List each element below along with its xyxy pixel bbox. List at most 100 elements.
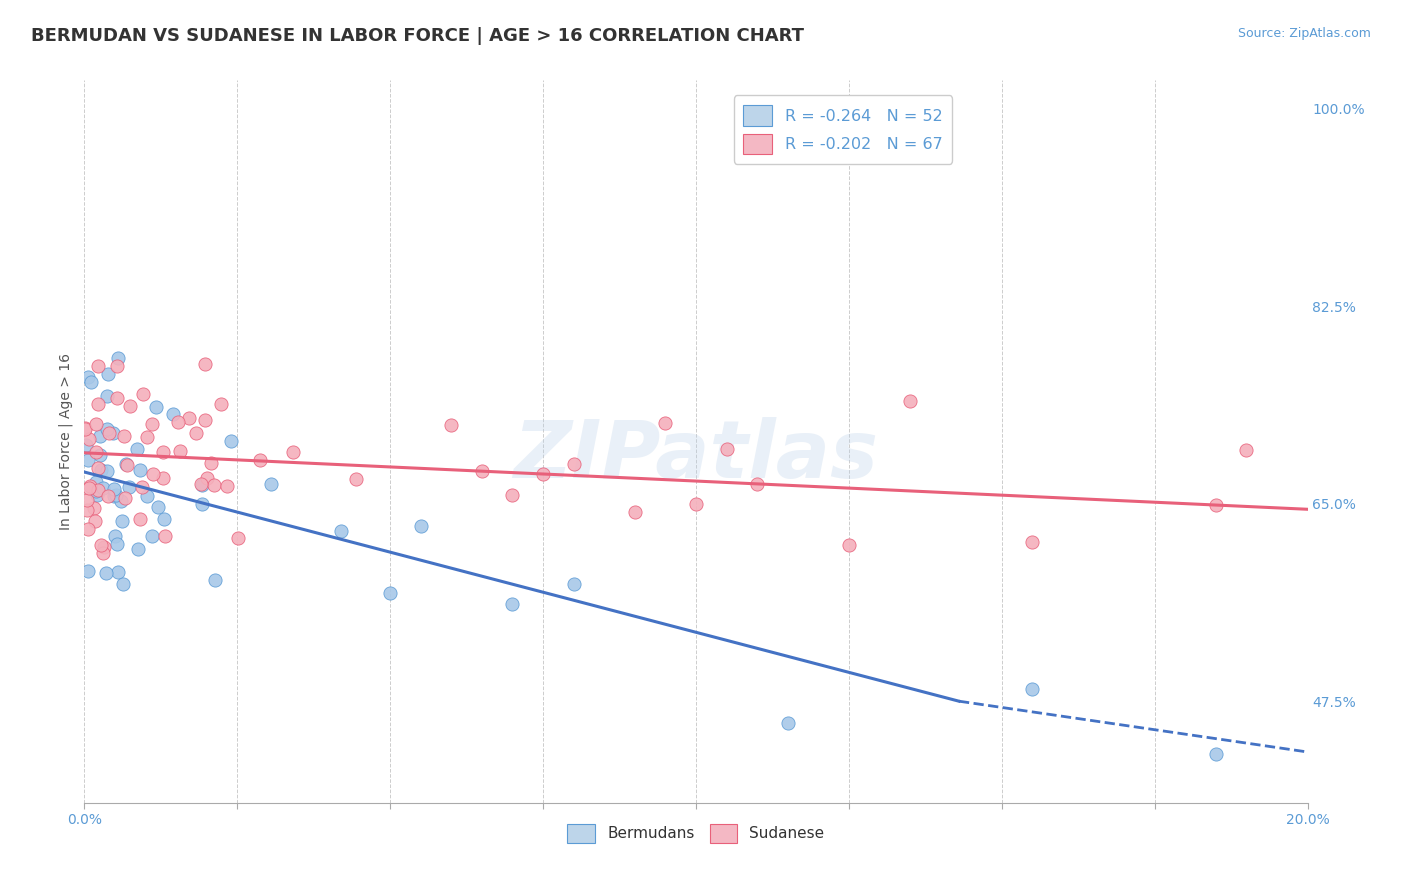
Point	[132, 387, 155, 401]
Point	[153, 528, 176, 542]
Point	[716, 442, 738, 456]
Point	[531, 467, 554, 481]
Point	[115, 458, 138, 472]
Point	[191, 478, 214, 492]
Point	[111, 515, 134, 529]
Point	[86, 488, 108, 502]
Point	[200, 456, 222, 470]
Point	[1236, 442, 1258, 457]
Point	[96, 464, 118, 478]
Point	[281, 445, 304, 459]
Point	[179, 411, 201, 425]
Point	[112, 577, 135, 591]
Point	[103, 489, 125, 503]
Point	[190, 497, 212, 511]
Point	[471, 464, 494, 478]
Point	[1205, 747, 1227, 761]
Point	[186, 425, 208, 440]
Point	[84, 417, 107, 431]
Point	[409, 519, 432, 533]
Point	[260, 477, 283, 491]
Point	[145, 400, 167, 414]
Point	[136, 489, 159, 503]
Point	[142, 467, 165, 482]
Text: Source: ZipAtlas.com: Source: ZipAtlas.com	[1237, 27, 1371, 40]
Point	[89, 429, 111, 443]
Point	[77, 432, 100, 446]
Point	[169, 443, 191, 458]
Point	[105, 536, 128, 550]
Point	[380, 586, 402, 600]
Point	[97, 367, 120, 381]
Point	[101, 425, 124, 440]
Point	[96, 389, 118, 403]
Point	[502, 597, 524, 611]
Point	[112, 429, 135, 443]
Point	[624, 505, 647, 519]
Point	[103, 482, 125, 496]
Point	[898, 393, 921, 408]
Point	[195, 471, 218, 485]
Point	[217, 479, 239, 493]
Point	[118, 399, 141, 413]
Point	[89, 538, 111, 552]
Text: ZIPatlas: ZIPatlas	[513, 417, 879, 495]
Point	[141, 417, 163, 431]
Point	[654, 416, 676, 430]
Point	[148, 500, 170, 514]
Point	[202, 478, 225, 492]
Point	[76, 493, 98, 508]
Point	[105, 391, 128, 405]
Point	[107, 566, 129, 580]
Point	[73, 422, 96, 436]
Point	[440, 417, 463, 432]
Point	[166, 415, 188, 429]
Point	[226, 531, 249, 545]
Point	[91, 546, 114, 560]
Point	[344, 472, 367, 486]
Point	[105, 487, 128, 501]
Point	[204, 573, 226, 587]
Point	[84, 483, 107, 498]
Point	[194, 357, 217, 371]
Point	[129, 463, 152, 477]
Point	[73, 421, 96, 435]
Point	[76, 453, 98, 467]
Point	[87, 483, 110, 497]
Point	[97, 425, 120, 440]
Point	[1021, 534, 1043, 549]
Point	[141, 529, 163, 543]
Point	[747, 476, 769, 491]
Point	[136, 430, 159, 444]
Point	[107, 351, 129, 365]
Point	[84, 475, 107, 489]
Point	[87, 460, 110, 475]
Point	[118, 480, 141, 494]
Point	[91, 481, 114, 495]
Point	[194, 413, 217, 427]
Point	[838, 537, 860, 551]
Point	[77, 370, 100, 384]
Point	[330, 524, 353, 538]
Point	[110, 494, 132, 508]
Point	[502, 488, 524, 502]
Point	[76, 522, 98, 536]
Point	[249, 453, 271, 467]
Point	[776, 716, 799, 731]
Point	[1205, 498, 1227, 512]
Point	[190, 477, 212, 491]
Point	[1021, 681, 1043, 696]
Point	[105, 359, 128, 373]
Point	[129, 511, 152, 525]
Point	[219, 434, 242, 448]
Point	[76, 503, 98, 517]
Point	[94, 566, 117, 581]
Point	[75, 438, 97, 452]
Point	[79, 479, 101, 493]
Point	[162, 408, 184, 422]
Point	[685, 497, 707, 511]
Point	[87, 359, 110, 374]
Point	[127, 542, 149, 557]
Point	[152, 471, 174, 485]
Y-axis label: In Labor Force | Age > 16: In Labor Force | Age > 16	[59, 353, 73, 530]
